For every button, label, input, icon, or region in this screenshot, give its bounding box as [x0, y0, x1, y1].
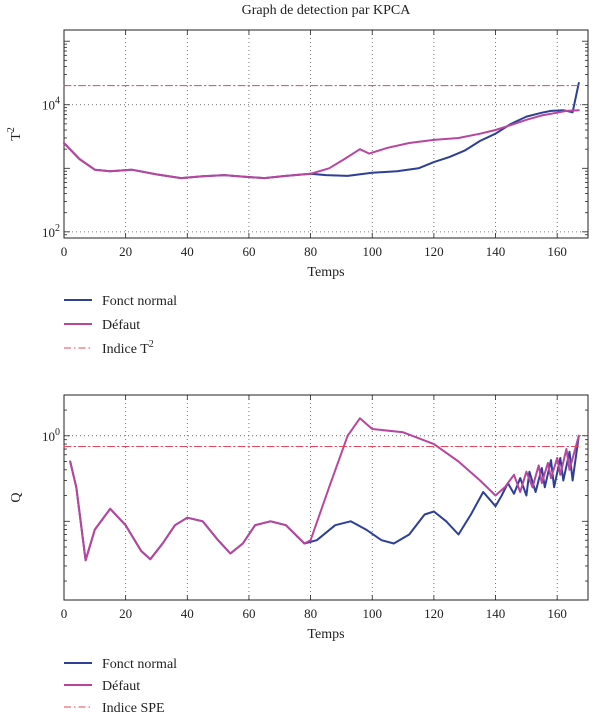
series-line-1 — [63, 82, 580, 180]
x-tick-label: 20 — [119, 606, 132, 621]
x-tick-label: 100 — [362, 606, 382, 621]
legend-label: Défaut — [102, 318, 140, 333]
plot-frame — [63, 394, 589, 601]
y-tick-label: 100 — [42, 427, 60, 444]
x-tick-label: 0 — [61, 244, 68, 259]
y-axis-label: Q — [9, 492, 24, 502]
x-axis-label: Temps — [307, 265, 344, 280]
series-line-2 — [69, 417, 580, 562]
x-tick-label: 120 — [424, 244, 444, 259]
x-axis-label: Temps — [307, 627, 344, 642]
x-tick-label: 40 — [181, 244, 194, 259]
series-line-2 — [63, 109, 580, 180]
x-tick-label: 160 — [547, 244, 567, 259]
legend: Fonct normal Défaut Indice T2 — [64, 294, 177, 357]
x-tick-label: 120 — [424, 606, 444, 621]
y-axis-label: T2 — [6, 127, 24, 141]
legend-label: Indice T2 — [102, 339, 154, 357]
x-tick-label: 80 — [304, 244, 317, 259]
x-tick-label: 60 — [242, 606, 255, 621]
chart-panel-1: Graph de detection par KPCA 0 20 40 60 80 100 1… — [6, 3, 589, 357]
x-tick-label: 0 — [61, 606, 68, 621]
chart-title: Graph de detection par KPCA — [242, 3, 412, 18]
x-tick-label: 160 — [547, 606, 567, 621]
x-tick-label: 20 — [119, 244, 132, 259]
x-tick-label: 140 — [486, 244, 506, 259]
y-tick-label: 104 — [42, 96, 60, 113]
legend-label: Fonct normal — [102, 657, 177, 672]
legend-label: Fonct normal — [102, 294, 177, 309]
y-tick-label: 102 — [42, 223, 60, 240]
plot-frame — [63, 29, 589, 239]
legend-label: Défaut — [102, 679, 140, 694]
x-tick-label: 140 — [486, 606, 506, 621]
x-tick-label: 100 — [362, 244, 382, 259]
legend: Fonct normal Défaut Indice SPE — [64, 657, 177, 716]
legend-label: Indice SPE — [102, 701, 165, 716]
x-tick-label: 80 — [304, 606, 317, 621]
chart-panel-2: 0 20 40 60 80 100 120 140 160 100 Temps Q Fonct norm… — [9, 394, 589, 716]
x-tick-label: 40 — [181, 606, 194, 621]
x-tick-label: 60 — [242, 244, 255, 259]
